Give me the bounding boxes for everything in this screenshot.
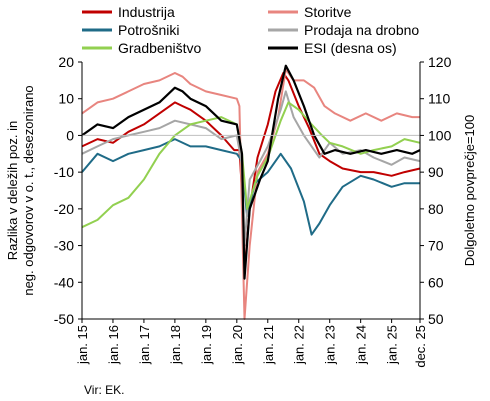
- x-tick-label: jan. 18: [168, 325, 183, 365]
- y-tick-label-left: -10: [54, 164, 74, 180]
- y-tick-label-left: 10: [58, 91, 74, 107]
- x-tick-label: jan. 15: [75, 325, 90, 365]
- series-line-2: [81, 68, 420, 320]
- x-tick-label: jan. 17: [137, 325, 152, 365]
- y-tick-label-right: 110: [428, 91, 451, 107]
- y-tick-label-left: -40: [54, 274, 74, 290]
- y-tick-label-right: 70: [428, 238, 444, 254]
- y-tick-label-left: 0: [66, 127, 74, 143]
- chart-axes: -50 -40 -30 -20 -10 0 10 20 50 60 70 80 90 100 110 120 j…: [54, 54, 452, 368]
- x-tick-label: jan. 25: [385, 325, 400, 365]
- y-tick-label-right: 80: [428, 201, 444, 217]
- legend-label: ESI (desna os): [304, 40, 397, 56]
- legend-label: Industrija: [118, 4, 175, 20]
- y-tick-label-right: 100: [428, 127, 452, 143]
- y-tick-label-right: 50: [428, 311, 444, 327]
- x-tick-label: jan. 16: [106, 325, 121, 365]
- x-tick-label: dec. 25: [413, 325, 428, 368]
- series-line-6: [81, 64, 421, 280]
- y-tick-label-left: -30: [54, 238, 74, 254]
- y-tick-label-left: -50: [54, 311, 74, 327]
- y-axis-label-left-line2: neg. odgovorov v o. t., desezonirano: [21, 85, 36, 295]
- x-tick-label: jan. 21: [261, 325, 276, 365]
- chart-legend: Industrija Storitve Potrošniki Prodaja na d…: [82, 4, 419, 56]
- y-tick-label-right: 90: [428, 164, 444, 180]
- legend-label: Prodaja na drobno: [304, 22, 419, 38]
- chart-series-lines: [81, 64, 421, 320]
- x-tick-label: jan. 23: [323, 325, 338, 365]
- y-tick-label-right: 120: [428, 54, 452, 70]
- x-tick-label: jan. 20: [230, 325, 245, 365]
- x-tick-label: jan. 24: [354, 325, 369, 365]
- y-axis-label-left-line1: Razlika v deležih poz. in: [5, 121, 20, 260]
- y-tick-label-left: 20: [58, 54, 74, 70]
- x-tick-label: jan. 19: [199, 325, 214, 365]
- legend-label: Storitve: [304, 4, 352, 20]
- y-tick-label-left: -20: [54, 201, 74, 217]
- source-note: Vir: EK.: [84, 383, 125, 397]
- series-line-3: [81, 138, 420, 236]
- legend-label: Potrošniki: [118, 22, 179, 38]
- x-tick-label: jan. 22: [292, 325, 307, 365]
- series-line-5: [81, 101, 421, 229]
- y-axis-label-right: Dolgoletno povprečje=100: [462, 115, 477, 266]
- y-tick-label-right: 60: [428, 274, 444, 290]
- legend-label: Gradbeništvo: [118, 40, 201, 56]
